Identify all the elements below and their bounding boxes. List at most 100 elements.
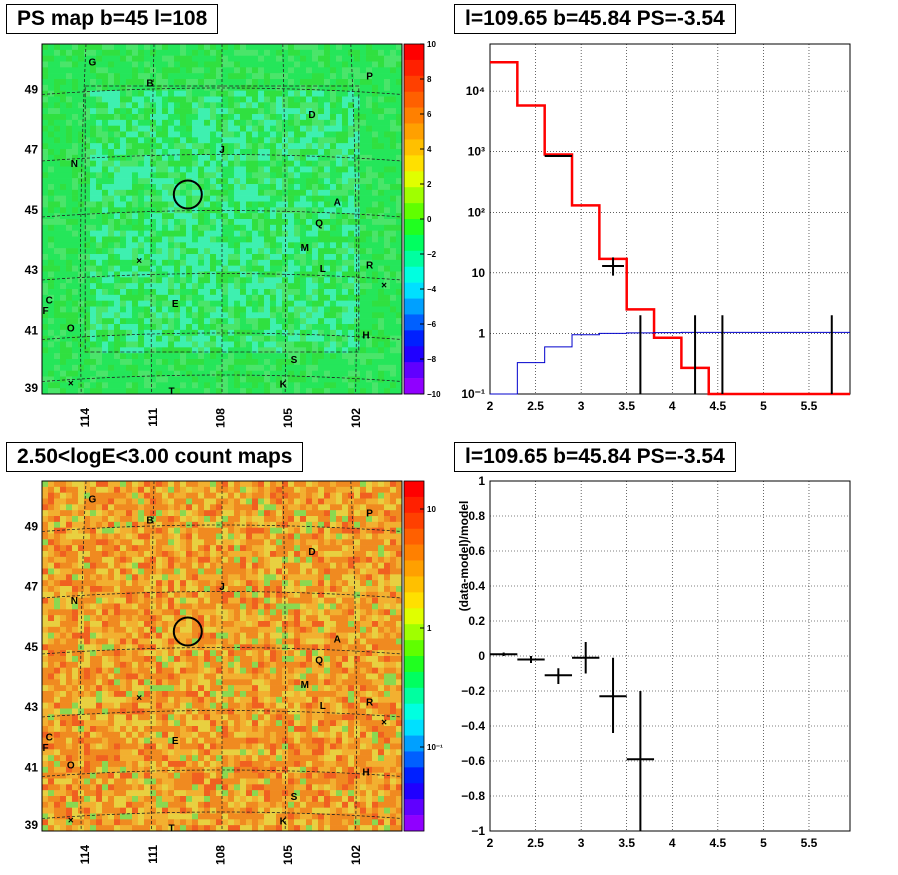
map-pixel xyxy=(192,230,199,237)
map-pixel xyxy=(84,731,91,738)
map-pixel xyxy=(336,61,343,68)
map-pixel xyxy=(90,306,97,313)
map-pixel xyxy=(78,259,85,266)
map-pixel xyxy=(114,679,121,686)
map-pixel xyxy=(138,189,145,196)
map-pixel xyxy=(126,801,133,808)
map-pixel xyxy=(120,737,127,744)
map-pixel xyxy=(162,650,169,657)
map-pixel xyxy=(192,283,199,290)
map-pixel xyxy=(318,224,325,231)
map-pixel xyxy=(306,44,313,51)
map-pixel xyxy=(90,312,97,319)
map-pixel xyxy=(228,294,235,301)
map-pixel xyxy=(120,667,127,674)
map-pixel xyxy=(42,359,49,366)
map-pixel xyxy=(234,137,241,144)
map-pixel xyxy=(360,84,367,91)
map-pixel xyxy=(300,306,307,313)
map-pixel xyxy=(312,178,319,185)
map-pixel xyxy=(264,265,271,272)
map-pixel xyxy=(288,160,295,167)
map-pixel xyxy=(348,131,355,138)
map-pixel xyxy=(102,213,109,220)
map-pixel xyxy=(42,521,49,528)
map-pixel xyxy=(114,178,121,185)
map-pixel xyxy=(120,90,127,97)
map-pixel xyxy=(168,586,175,593)
map-pixel xyxy=(138,347,145,354)
map-pixel xyxy=(372,370,379,377)
map-pixel xyxy=(198,329,205,336)
map-pixel xyxy=(42,329,49,336)
map-pixel xyxy=(168,289,175,296)
map-pixel xyxy=(126,615,133,622)
map-pixel xyxy=(252,306,259,313)
map-pixel xyxy=(42,825,49,832)
map-pixel xyxy=(66,44,73,51)
map-pixel xyxy=(48,154,55,161)
map-pixel xyxy=(72,591,79,598)
map-pixel xyxy=(132,685,139,692)
map-pixel xyxy=(72,96,79,103)
map-pixel xyxy=(144,667,151,674)
map-pixel xyxy=(144,248,151,255)
map-pixel xyxy=(216,271,223,278)
map-pixel xyxy=(354,172,361,179)
map-pixel xyxy=(204,49,211,56)
map-pixel xyxy=(198,265,205,272)
map-pixel xyxy=(180,329,187,336)
map-pixel xyxy=(114,790,121,797)
map-pixel xyxy=(342,236,349,243)
map-pixel xyxy=(270,254,277,261)
map-pixel xyxy=(120,73,127,80)
map-pixel xyxy=(252,289,259,296)
map-pixel xyxy=(330,335,337,342)
map-pixel xyxy=(366,335,373,342)
map-pixel xyxy=(276,108,283,115)
map-pixel xyxy=(78,353,85,360)
map-pixel xyxy=(168,685,175,692)
map-pixel xyxy=(90,149,97,156)
map-pixel xyxy=(150,743,157,750)
map-pixel xyxy=(108,551,115,558)
map-pixel xyxy=(120,556,127,563)
map-pixel xyxy=(102,743,109,750)
map-pixel xyxy=(156,609,163,616)
map-pixel xyxy=(180,213,187,220)
map-pixel xyxy=(330,55,337,62)
map-pixel xyxy=(366,347,373,354)
map-pixel xyxy=(258,166,265,173)
map-pixel xyxy=(240,178,247,185)
map-pixel xyxy=(174,306,181,313)
map-pixel xyxy=(72,679,79,686)
map-pixel xyxy=(192,137,199,144)
map-pixel xyxy=(348,236,355,243)
map-pixel xyxy=(312,254,319,261)
map-pixel xyxy=(288,230,295,237)
map-pixel xyxy=(270,318,277,325)
map-pixel xyxy=(78,312,85,319)
map-pixel xyxy=(378,125,385,132)
map-pixel xyxy=(396,84,403,91)
map-pixel xyxy=(90,790,97,797)
map-pixel xyxy=(78,195,85,202)
map-pixel xyxy=(348,306,355,313)
map-pixel xyxy=(48,551,55,558)
map-pixel xyxy=(84,189,91,196)
map-pixel xyxy=(228,335,235,342)
map-pixel xyxy=(216,154,223,161)
map-pixel xyxy=(384,329,391,336)
map-pixel xyxy=(192,195,199,202)
map-pixel xyxy=(120,277,127,284)
map-pixel xyxy=(78,230,85,237)
map-pixel xyxy=(144,137,151,144)
map-pixel xyxy=(42,102,49,109)
map-pixel xyxy=(96,807,103,814)
map-pixel xyxy=(144,556,151,563)
map-pixel xyxy=(168,516,175,523)
count-map-heatmap xyxy=(42,481,403,832)
map-pixel xyxy=(360,96,367,103)
map-pixel xyxy=(48,778,55,785)
map-pixel xyxy=(168,638,175,645)
